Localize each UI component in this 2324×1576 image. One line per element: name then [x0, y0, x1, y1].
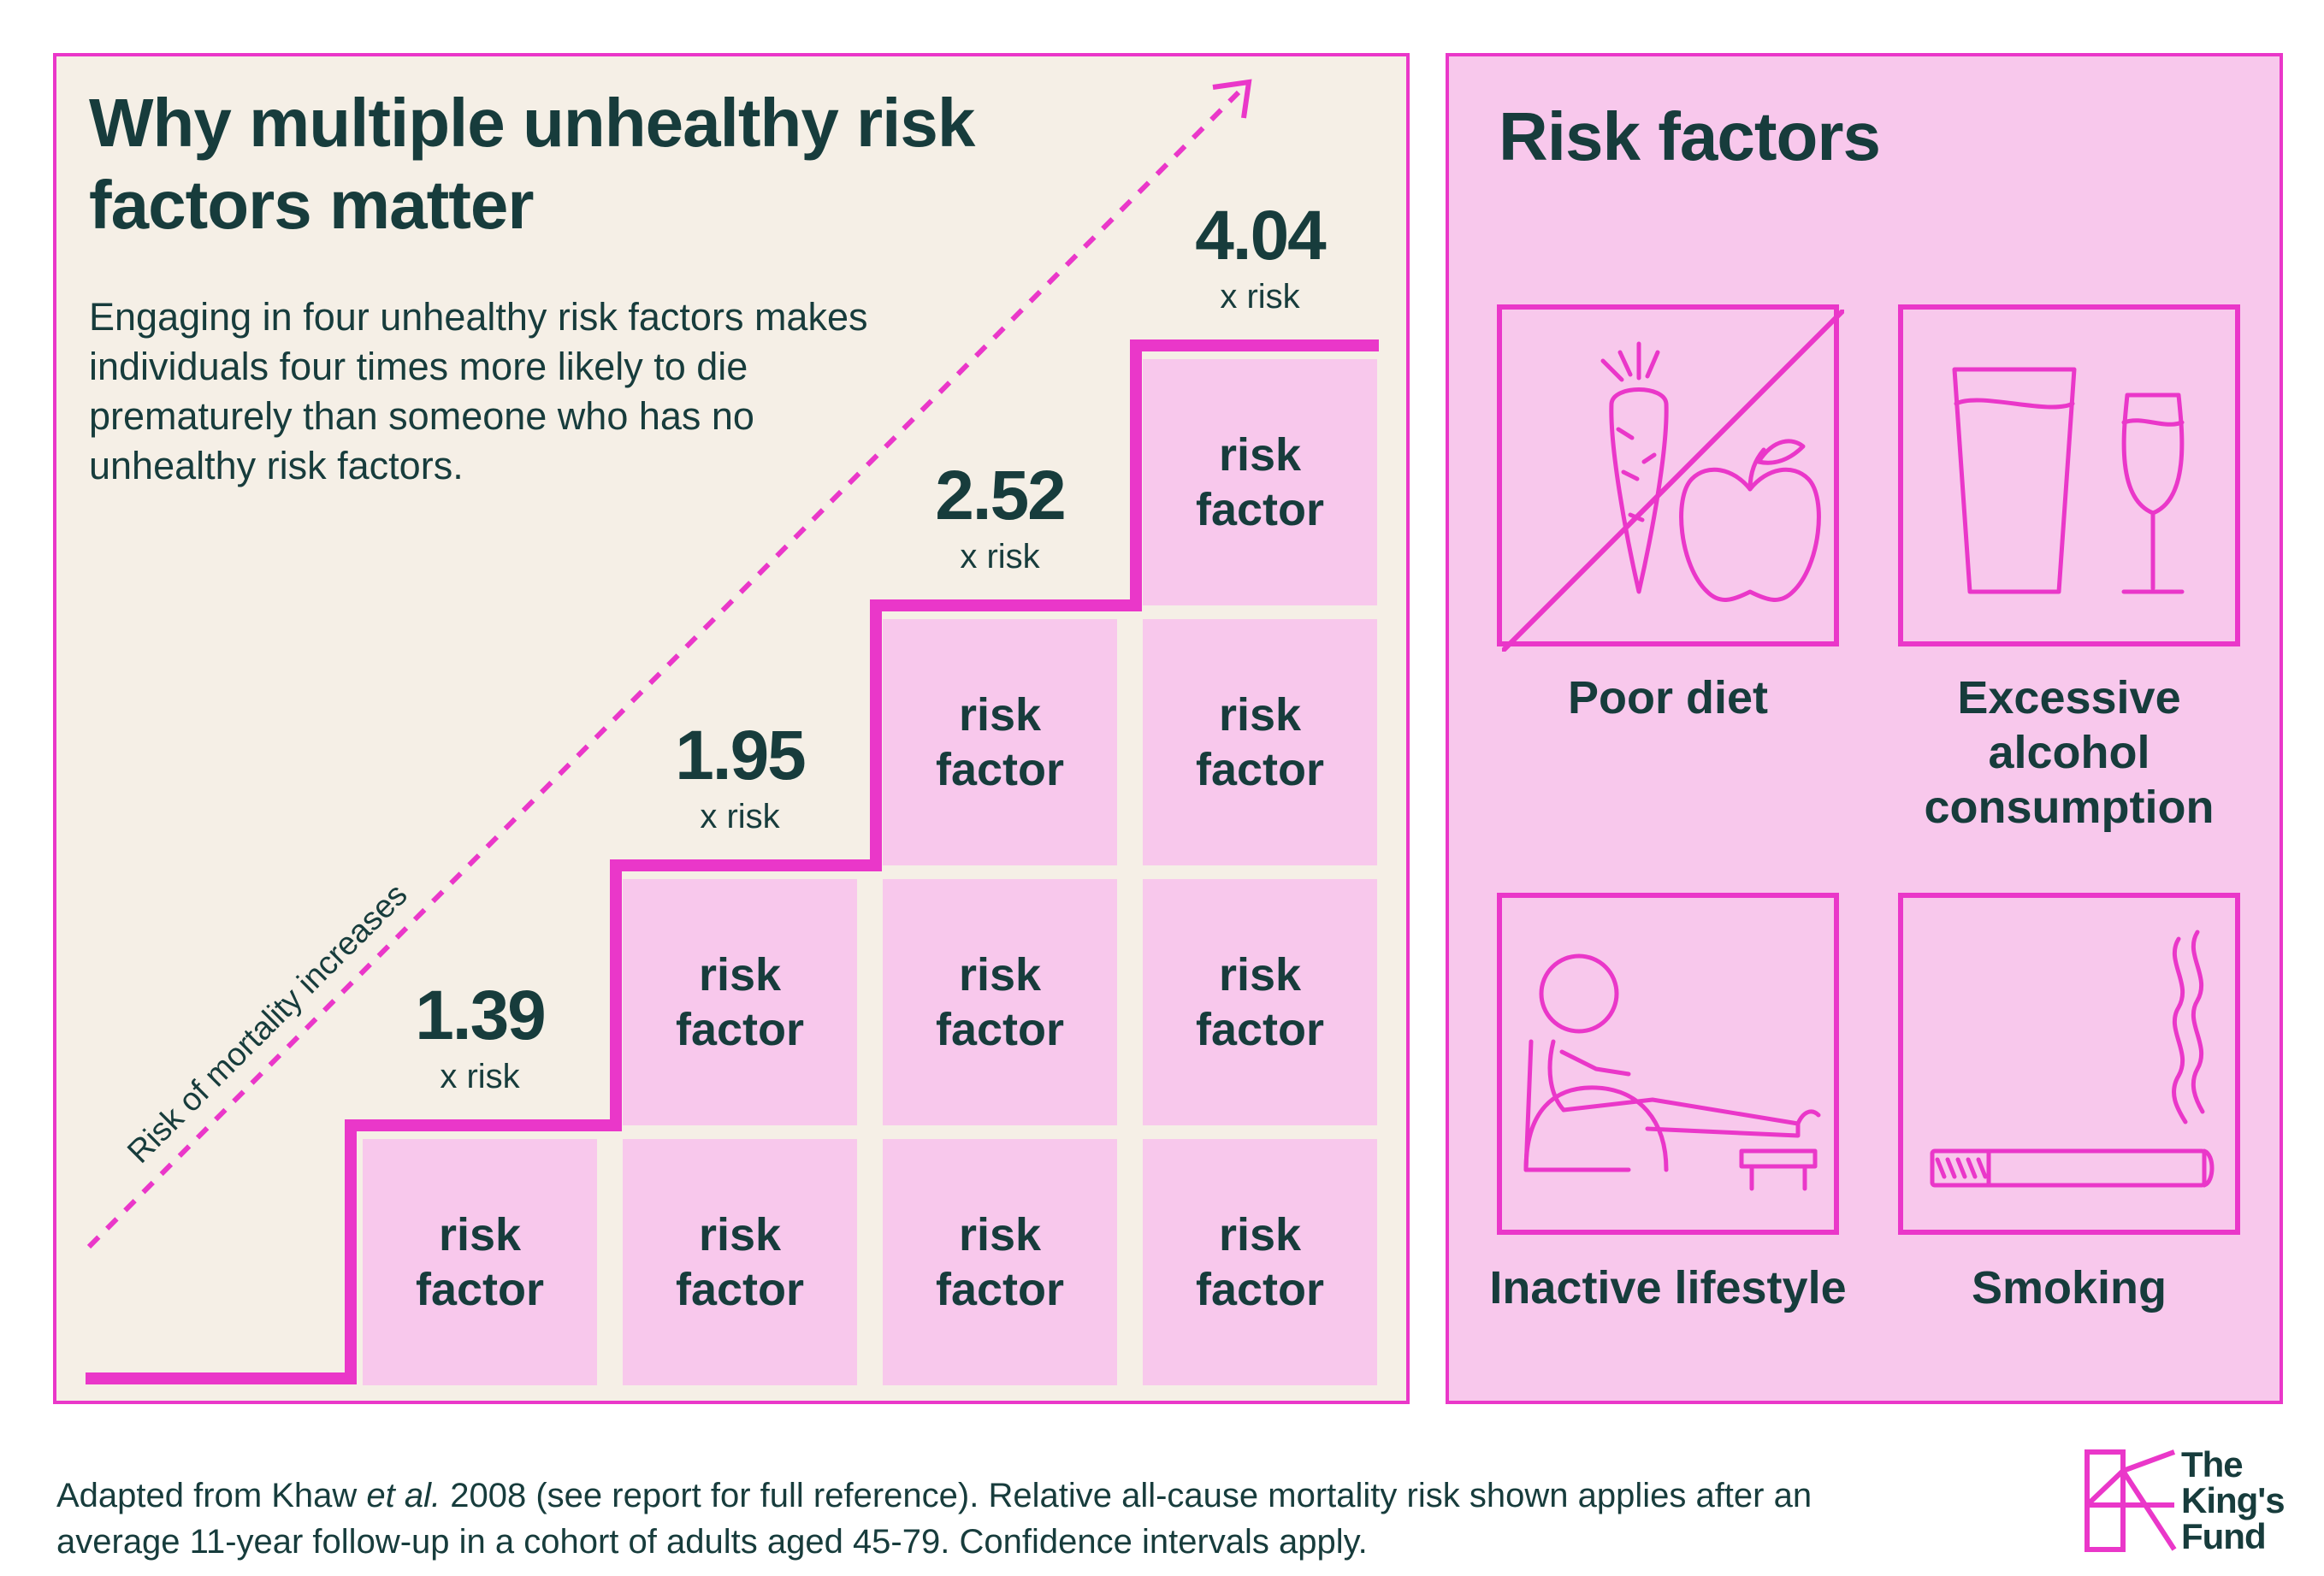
risk-value-3: 2.52 — [935, 457, 1067, 534]
footnote: Adapted from Khaw et al. 2008 (see repor… — [56, 1473, 1938, 1565]
risk-value-4: 4.04 — [1195, 197, 1327, 274]
risk-unit-4: x risk — [1220, 278, 1300, 316]
footnote-end: 2008 (see report for full reference). Re… — [56, 1477, 1812, 1561]
risk-value-1: 1.39 — [415, 977, 547, 1054]
risk-unit-3: x risk — [960, 538, 1040, 576]
factor-label-smoking: Smoking — [1971, 1262, 2167, 1313]
risk-unit-2: x risk — [700, 798, 780, 835]
reclining-person-icon — [1523, 953, 1821, 1191]
inactive-icon-box — [1497, 893, 1839, 1235]
risk-value-label-3: 2.52 x risk — [872, 457, 1128, 578]
staircase-outline — [86, 339, 1379, 1384]
intro-paragraph: Engaging in four unhealthy risk factors … — [89, 295, 868, 487]
risk-factor-cell-3-2: risk factor — [883, 879, 1117, 1125]
factor-label-inactive: Inactive lifestyle — [1489, 1262, 1847, 1313]
risk-factor-cell-4-3: risk factor — [1143, 619, 1377, 865]
kings-fund-logo — [2085, 1449, 2177, 1552]
cigarette-icon — [1930, 930, 2215, 1188]
risk-factor-cell-4-4: risk factor — [1143, 359, 1377, 605]
risk-value-2: 1.95 — [675, 717, 807, 794]
mortality-arrow-line — [86, 90, 1241, 1249]
risk-factor-cell-1-1: risk factor — [363, 1139, 597, 1385]
risk-factor-cell-2-1: risk factor — [623, 1139, 857, 1385]
carrot-apple-crossed-icon — [1502, 310, 1844, 652]
poor-diet-icon-box — [1497, 304, 1844, 652]
factor-label-poor-diet: Poor diet — [1567, 672, 1768, 723]
kings-fund-logo-text: The King's Fund — [2181, 1444, 2286, 1556]
risk-value-label-2: 1.95 x risk — [612, 717, 868, 838]
smoking-icon-box — [1898, 893, 2240, 1235]
mortality-arrow-head — [1212, 79, 1252, 119]
factor-label-alcohol: Excessive alcohol consumption — [1924, 672, 2215, 833]
risk-factor-cell-3-3: risk factor — [883, 619, 1117, 865]
risk-factor-cell-4-2: risk factor — [1143, 879, 1377, 1125]
alcohol-icon-box — [1898, 304, 2240, 646]
risk-value-label-1: 1.39 x risk — [352, 977, 608, 1098]
risk-factor-cell-3-1: risk factor — [883, 1139, 1117, 1385]
risk-unit-1: x risk — [440, 1058, 520, 1095]
risk-factor-cell-2-2: risk factor — [623, 879, 857, 1125]
risk-value-label-4: 4.04 x risk — [1132, 197, 1388, 318]
footnote-et-al: et al. — [366, 1477, 441, 1514]
glasses-icon — [1952, 367, 2185, 594]
page-title: Why multiple unhealthy risk factors matt… — [89, 85, 975, 243]
risk-factor-cell-4-1: risk factor — [1143, 1139, 1377, 1385]
footnote-start: Adapted from Khaw — [56, 1477, 367, 1514]
risk-factors-title: Risk factors — [1499, 98, 1881, 174]
